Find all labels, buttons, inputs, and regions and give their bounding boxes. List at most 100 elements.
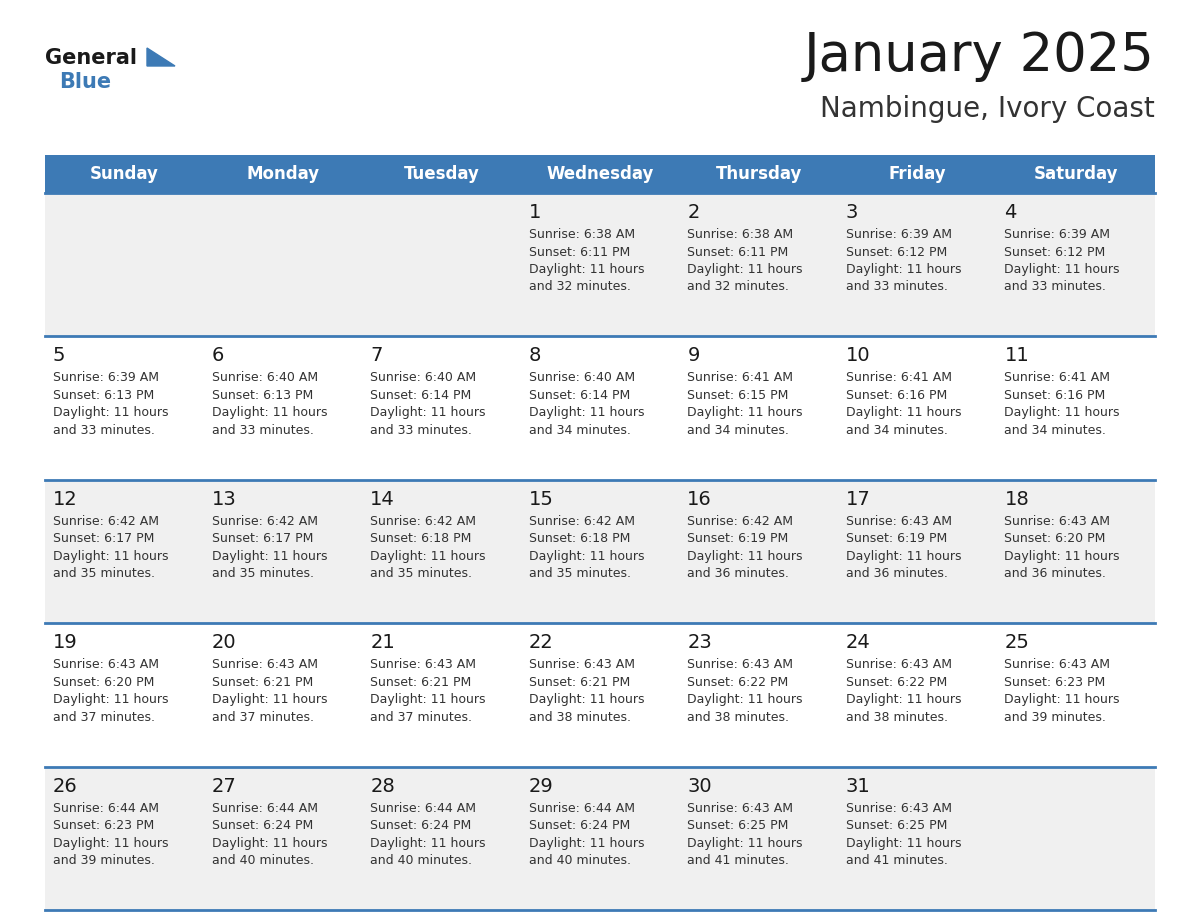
Text: Sunset: 6:19 PM: Sunset: 6:19 PM [688, 532, 789, 545]
Text: Daylight: 11 hours: Daylight: 11 hours [371, 836, 486, 849]
Text: Wednesday: Wednesday [546, 165, 653, 183]
Text: Sunset: 6:23 PM: Sunset: 6:23 PM [1004, 676, 1106, 688]
Bar [838, 336, 997, 480]
Bar [45, 623, 203, 767]
Text: Sunset: 6:18 PM: Sunset: 6:18 PM [529, 532, 630, 545]
Bar [362, 767, 520, 910]
Bar [997, 336, 1155, 480]
Bar [520, 480, 680, 623]
Text: Sunset: 6:25 PM: Sunset: 6:25 PM [688, 819, 789, 832]
Text: Sunset: 6:14 PM: Sunset: 6:14 PM [371, 389, 472, 402]
Text: Daylight: 11 hours: Daylight: 11 hours [53, 550, 169, 563]
Text: and 39 minutes.: and 39 minutes. [1004, 711, 1106, 723]
Text: and 34 minutes.: and 34 minutes. [529, 424, 631, 437]
Bar [520, 623, 680, 767]
Text: 27: 27 [211, 777, 236, 796]
Text: Sunrise: 6:42 AM: Sunrise: 6:42 AM [53, 515, 159, 528]
Text: Sunset: 6:15 PM: Sunset: 6:15 PM [688, 389, 789, 402]
Text: 26: 26 [53, 777, 77, 796]
Text: and 36 minutes.: and 36 minutes. [1004, 567, 1106, 580]
Text: 29: 29 [529, 777, 554, 796]
Bar [203, 767, 362, 910]
Text: 12: 12 [53, 490, 77, 509]
Text: 20: 20 [211, 633, 236, 652]
Text: 7: 7 [371, 346, 383, 365]
Text: Sunrise: 6:41 AM: Sunrise: 6:41 AM [1004, 372, 1111, 385]
Text: 30: 30 [688, 777, 712, 796]
Text: Monday: Monday [246, 165, 320, 183]
Text: Daylight: 11 hours: Daylight: 11 hours [1004, 693, 1120, 706]
Text: Sunset: 6:22 PM: Sunset: 6:22 PM [688, 676, 789, 688]
Bar [362, 336, 520, 480]
Text: Daylight: 11 hours: Daylight: 11 hours [846, 407, 961, 420]
Text: and 40 minutes.: and 40 minutes. [211, 854, 314, 868]
Text: and 35 minutes.: and 35 minutes. [211, 567, 314, 580]
Text: Sunset: 6:18 PM: Sunset: 6:18 PM [371, 532, 472, 545]
Text: and 35 minutes.: and 35 minutes. [371, 567, 472, 580]
Text: Daylight: 11 hours: Daylight: 11 hours [371, 693, 486, 706]
Text: Sunrise: 6:43 AM: Sunrise: 6:43 AM [529, 658, 634, 671]
Text: Sunset: 6:24 PM: Sunset: 6:24 PM [371, 819, 472, 832]
Bar [520, 336, 680, 480]
Text: Sunrise: 6:43 AM: Sunrise: 6:43 AM [846, 658, 952, 671]
Text: Thursday: Thursday [715, 165, 802, 183]
Bar [203, 155, 362, 193]
Bar [45, 193, 203, 336]
Text: 10: 10 [846, 346, 871, 365]
Bar [838, 155, 997, 193]
Text: 25: 25 [1004, 633, 1029, 652]
Bar [45, 480, 203, 623]
Text: Sunset: 6:12 PM: Sunset: 6:12 PM [1004, 245, 1106, 259]
Text: Sunset: 6:11 PM: Sunset: 6:11 PM [529, 245, 630, 259]
Bar [838, 193, 997, 336]
Text: Sunset: 6:23 PM: Sunset: 6:23 PM [53, 819, 154, 832]
Text: 17: 17 [846, 490, 871, 509]
Text: Daylight: 11 hours: Daylight: 11 hours [1004, 407, 1120, 420]
Text: 22: 22 [529, 633, 554, 652]
Text: Sunset: 6:17 PM: Sunset: 6:17 PM [53, 532, 154, 545]
Bar [45, 155, 203, 193]
Text: Daylight: 11 hours: Daylight: 11 hours [371, 407, 486, 420]
Text: Sunset: 6:20 PM: Sunset: 6:20 PM [1004, 532, 1106, 545]
Text: Nambingue, Ivory Coast: Nambingue, Ivory Coast [820, 95, 1155, 123]
Bar [520, 767, 680, 910]
Text: and 41 minutes.: and 41 minutes. [846, 854, 948, 868]
Bar [680, 623, 838, 767]
Text: Sunrise: 6:44 AM: Sunrise: 6:44 AM [529, 801, 634, 814]
Bar [680, 336, 838, 480]
Text: Sunrise: 6:44 AM: Sunrise: 6:44 AM [371, 801, 476, 814]
Bar [362, 193, 520, 336]
Text: 3: 3 [846, 203, 858, 222]
Text: and 33 minutes.: and 33 minutes. [53, 424, 154, 437]
Bar [45, 767, 203, 910]
Bar [680, 767, 838, 910]
Text: Sunrise: 6:39 AM: Sunrise: 6:39 AM [846, 228, 952, 241]
Text: Daylight: 11 hours: Daylight: 11 hours [688, 836, 803, 849]
Text: Sunrise: 6:43 AM: Sunrise: 6:43 AM [53, 658, 159, 671]
Text: Sunrise: 6:42 AM: Sunrise: 6:42 AM [371, 515, 476, 528]
Text: Sunrise: 6:42 AM: Sunrise: 6:42 AM [211, 515, 317, 528]
Text: Daylight: 11 hours: Daylight: 11 hours [529, 263, 644, 276]
Text: and 41 minutes.: and 41 minutes. [688, 854, 789, 868]
Bar [997, 480, 1155, 623]
Text: 6: 6 [211, 346, 225, 365]
Bar [997, 193, 1155, 336]
Text: Sunrise: 6:44 AM: Sunrise: 6:44 AM [53, 801, 159, 814]
Text: Sunrise: 6:43 AM: Sunrise: 6:43 AM [688, 801, 794, 814]
Bar [520, 193, 680, 336]
Text: Daylight: 11 hours: Daylight: 11 hours [211, 407, 327, 420]
Text: Sunrise: 6:40 AM: Sunrise: 6:40 AM [211, 372, 317, 385]
Text: Daylight: 11 hours: Daylight: 11 hours [688, 550, 803, 563]
Text: Daylight: 11 hours: Daylight: 11 hours [211, 836, 327, 849]
Text: Blue: Blue [59, 72, 112, 92]
Text: Daylight: 11 hours: Daylight: 11 hours [846, 263, 961, 276]
Bar [997, 623, 1155, 767]
Bar [838, 480, 997, 623]
Text: Sunrise: 6:39 AM: Sunrise: 6:39 AM [1004, 228, 1111, 241]
Text: 28: 28 [371, 777, 394, 796]
Bar [680, 193, 838, 336]
Bar [997, 155, 1155, 193]
Text: and 33 minutes.: and 33 minutes. [846, 281, 948, 294]
Text: and 34 minutes.: and 34 minutes. [688, 424, 789, 437]
Text: and 34 minutes.: and 34 minutes. [1004, 424, 1106, 437]
